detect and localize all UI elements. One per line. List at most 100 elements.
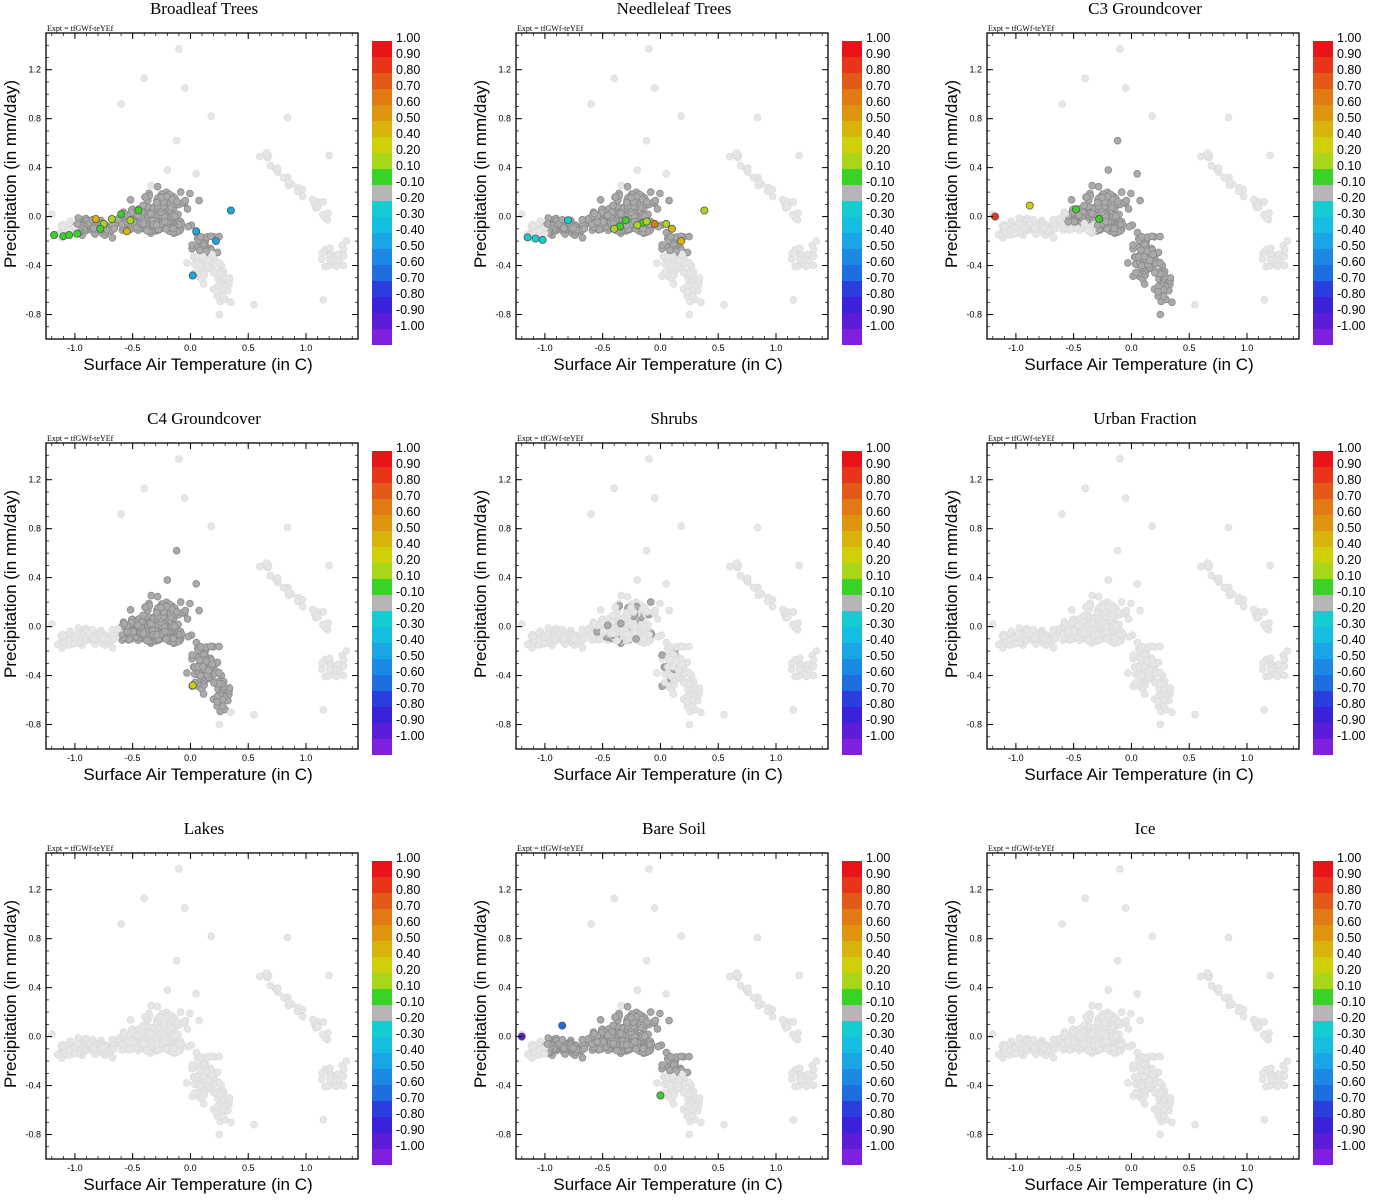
colorbar-swatch xyxy=(842,579,862,595)
masked-point xyxy=(669,280,678,288)
y-tick-label: 0.4 xyxy=(28,163,41,173)
neutral-point xyxy=(595,225,604,234)
colorbar-swatch xyxy=(372,627,392,643)
colorbar-label: 0.70 xyxy=(1337,79,1361,93)
highlighted-point xyxy=(211,237,220,246)
colorbar-swatch xyxy=(372,233,392,249)
chart-panel: Needleleaf Trees Expt = tfGWf-teYEf -1.0 -0… xyxy=(471,0,895,374)
neutral-point xyxy=(1145,256,1154,265)
masked-point xyxy=(677,112,685,120)
neutral-point xyxy=(666,246,674,255)
colorbar-swatch xyxy=(372,483,392,499)
colorbar-label: -0.20 xyxy=(396,191,425,205)
neutral-point xyxy=(120,619,129,628)
y-axis-label: Precipitation (in mm/day) xyxy=(1,80,20,268)
neutral-point xyxy=(199,690,208,698)
masked-point xyxy=(732,559,741,567)
masked-point xyxy=(319,608,328,616)
masked-point xyxy=(666,642,675,651)
colorbar-label: 0.60 xyxy=(866,505,890,519)
masked-point xyxy=(778,605,787,614)
highlighted-point xyxy=(107,214,116,223)
y-axis-label: Precipitation (in mm/day) xyxy=(942,80,961,268)
neutral-point xyxy=(623,182,632,191)
neutral-point xyxy=(153,608,161,617)
colorbar-swatch xyxy=(842,41,862,57)
colorbar-label: 0.90 xyxy=(866,47,890,61)
masked-point xyxy=(633,166,642,174)
masked-point xyxy=(640,622,649,631)
masked-point xyxy=(642,546,651,555)
masked-point xyxy=(789,210,797,219)
expt-label: Expt = tfGWf-teYEf xyxy=(988,24,1055,33)
neutral-point xyxy=(152,221,161,229)
x-tick-label: -0.5 xyxy=(1066,343,1082,353)
colorbar-label: 0.70 xyxy=(396,489,420,503)
highlighted-point xyxy=(531,234,540,243)
masked-point xyxy=(753,113,762,122)
masked-point xyxy=(812,237,821,245)
colorbar-label: -0.10 xyxy=(396,585,425,599)
neutral-point xyxy=(1148,232,1156,241)
masked-point xyxy=(683,287,691,296)
neutral-point xyxy=(141,193,150,201)
colorbar-label: -0.50 xyxy=(1337,239,1366,253)
masked-point xyxy=(617,181,625,190)
masked-point xyxy=(1031,224,1039,233)
colorbar-label: -0.70 xyxy=(866,271,895,285)
colorbar-label: -0.70 xyxy=(396,681,425,695)
colorbar-label: -0.20 xyxy=(396,601,425,615)
masked-point xyxy=(339,261,348,270)
masked-point xyxy=(332,262,341,271)
masked-point xyxy=(183,259,191,267)
masked-point xyxy=(172,136,181,145)
colorbar-swatch xyxy=(1313,121,1333,137)
masked-point xyxy=(319,295,328,304)
highlighted-point xyxy=(134,206,143,215)
masked-point xyxy=(617,591,625,600)
x-tick-label: 0.0 xyxy=(654,343,667,353)
colorbar: 1.00 0.90 0.80 0.70 0.60 0.50 0.40 0.20 0.10 -0.1… xyxy=(842,441,895,755)
neutral-point xyxy=(596,196,605,204)
colorbar-swatch xyxy=(372,659,392,675)
masked-point xyxy=(595,635,604,644)
masked-point xyxy=(1260,210,1268,219)
colorbar-swatch xyxy=(372,137,392,153)
neutral-point xyxy=(603,621,612,630)
highlighted-point xyxy=(1072,205,1081,214)
neutral-point xyxy=(207,642,215,651)
chart-title: Shrubs xyxy=(650,409,697,428)
masked-point xyxy=(199,252,207,261)
masked-point xyxy=(70,639,79,648)
neutral-point xyxy=(196,656,204,665)
colorbar-swatch xyxy=(372,563,392,579)
colorbar-label: -0.90 xyxy=(1337,303,1366,317)
neutral-point xyxy=(1104,166,1113,174)
colorbar-label: -0.30 xyxy=(1337,207,1366,221)
highlighted-point xyxy=(73,229,82,238)
colorbar-label: -1.00 xyxy=(396,729,425,743)
neutral-point xyxy=(1127,189,1135,198)
neutral-point xyxy=(181,606,190,615)
y-tick-label: -0.4 xyxy=(966,261,982,271)
colorbar-swatch xyxy=(1313,297,1333,313)
x-tick-label: 0.0 xyxy=(184,753,197,763)
x-tick-label: 0.5 xyxy=(712,753,725,763)
colorbar-swatch xyxy=(372,675,392,691)
data-points xyxy=(47,45,351,319)
highlighted-point xyxy=(642,217,651,226)
masked-point xyxy=(697,708,705,717)
colorbar-swatch xyxy=(842,281,862,297)
masked-point xyxy=(1260,295,1269,304)
masked-point xyxy=(674,666,683,675)
neutral-point xyxy=(603,211,612,220)
neutral-point xyxy=(161,627,169,636)
data-points xyxy=(517,455,821,729)
colorbar-swatch xyxy=(842,185,862,201)
colorbar-swatch xyxy=(1313,169,1333,185)
colorbar-swatch xyxy=(842,707,862,723)
colorbar-label: -0.50 xyxy=(396,649,425,663)
colorbar-swatch xyxy=(372,121,392,137)
masked-point xyxy=(192,170,201,178)
masked-point xyxy=(325,151,333,160)
